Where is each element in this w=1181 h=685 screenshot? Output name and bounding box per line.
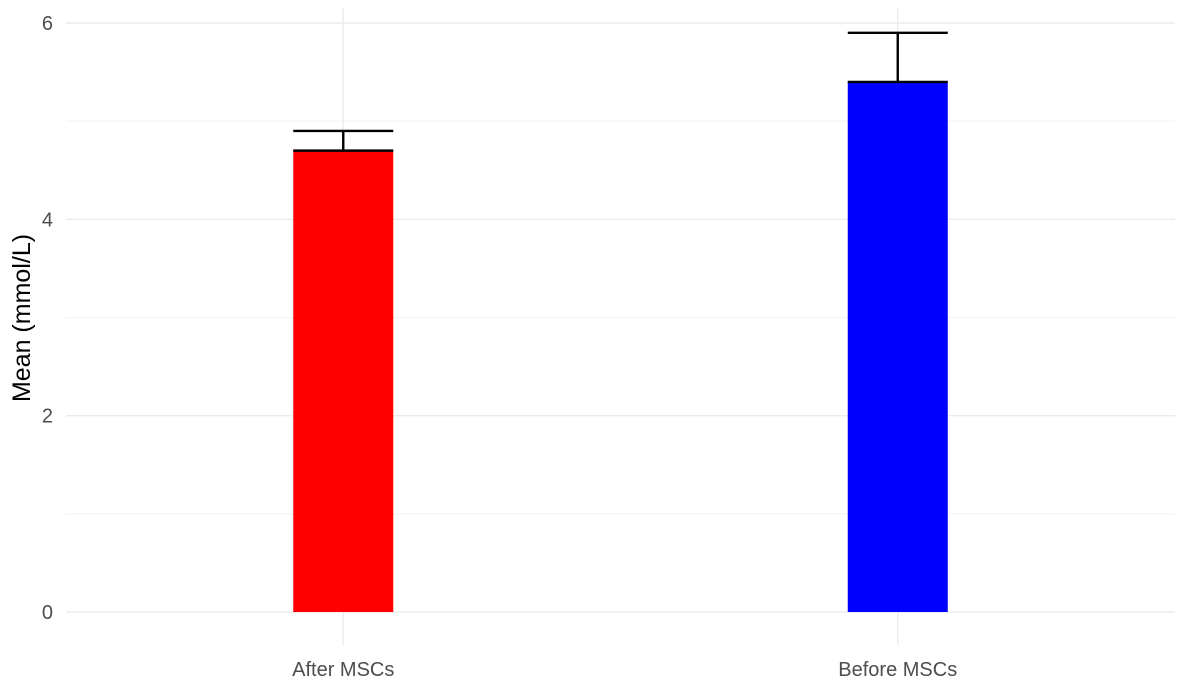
y-tick-label: 2 [42, 406, 53, 428]
grid-lines [66, 8, 1175, 645]
y-tick-label: 4 [42, 209, 53, 231]
y-tick-label: 6 [42, 13, 53, 35]
y-tick-label: 0 [42, 602, 53, 624]
bar-before-mscs [847, 81, 948, 612]
error-bars [293, 31, 948, 152]
y-tick-labels: 0 2 4 6 [42, 13, 53, 624]
bar-after-mscs [293, 150, 394, 612]
x-tick-labels: After MSCs Before MSCs [292, 659, 957, 681]
error-bar [293, 129, 394, 152]
x-tick-label: Before MSCs [838, 659, 957, 681]
x-tick-label: After MSCs [292, 659, 394, 681]
y-axis-title: Mean (mmol/L) [8, 234, 36, 402]
error-bar [847, 31, 948, 84]
bars [293, 81, 948, 612]
